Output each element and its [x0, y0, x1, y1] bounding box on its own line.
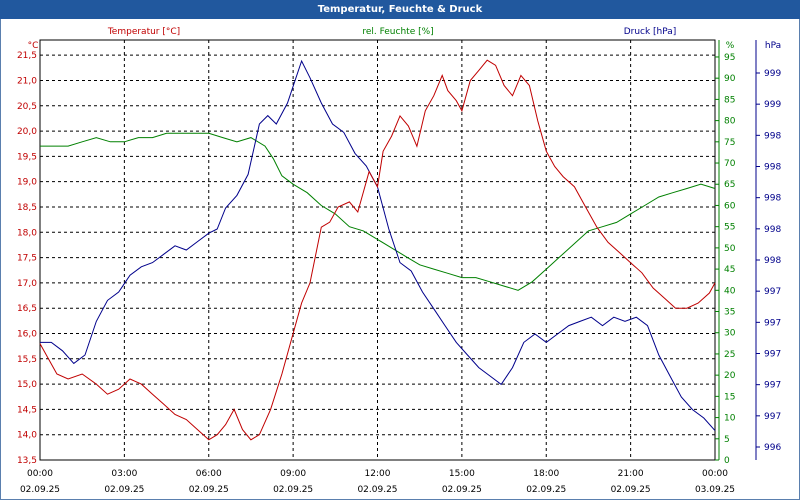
humidity-line	[40, 132, 716, 291]
pressure-tick-label: 997	[764, 350, 781, 360]
humidity-tick-label: 75	[724, 138, 735, 148]
temperature-tick-label: 13,5	[17, 456, 37, 466]
humidity-tick-label: 30	[724, 329, 736, 339]
humidity-tick-label: 10	[724, 414, 736, 424]
temperature-tick-label: 15,5	[17, 355, 37, 365]
temperature-tick-label: 18,0	[17, 228, 37, 238]
pressure-tick-label: 998	[764, 225, 781, 235]
temperature-tick-label: 18,5	[17, 203, 37, 213]
pressure-legend-label: Druck [hPa]	[624, 27, 677, 37]
temperature-tick-label: 20,0	[17, 127, 37, 137]
temperature-tick-label: 14,0	[17, 431, 37, 441]
x-tick-date: 02.09.25	[442, 485, 482, 495]
x-tick-time: 03:00	[111, 469, 137, 479]
humidity-tick-label: 45	[724, 265, 735, 275]
x-tick-date: 03.09.25	[695, 485, 735, 495]
temperature-tick-label: 16,5	[17, 304, 37, 314]
x-tick-time: 09:00	[280, 469, 306, 479]
temperature-tick-label: 17,5	[17, 254, 37, 264]
pressure-tick-label: 997	[764, 287, 781, 297]
x-tick-date: 02.09.25	[20, 485, 60, 495]
temperature-tick-label: 14,5	[17, 405, 37, 415]
x-tick-time: 06:00	[196, 469, 222, 479]
humidity-tick-label: 5	[724, 435, 730, 445]
x-tick-time: 18:00	[533, 469, 559, 479]
pressure-unit-label: hPa	[765, 41, 781, 51]
x-tick-time: 00:00	[702, 469, 728, 479]
series-lines	[39, 59, 716, 441]
temperature-tick-label: 15,0	[17, 380, 37, 390]
pressure-tick-label: 996	[764, 443, 781, 453]
temperature-tick-label: 19,5	[17, 152, 37, 162]
humidity-tick-label: 50	[724, 244, 736, 254]
x-tick-time: 12:00	[365, 469, 391, 479]
temperature-tick-label: 21,5	[17, 51, 37, 61]
temperature-tick-label: 21,0	[17, 76, 37, 86]
humidity-tick-label: 90	[724, 74, 736, 84]
temperature-legend-label: Temperatur [°C]	[107, 27, 180, 37]
humidity-tick-label: 0	[724, 456, 730, 466]
x-tick-date: 02.09.25	[273, 485, 313, 495]
x-tick-time: 15:00	[449, 469, 475, 479]
humidity-tick-label: 60	[724, 201, 736, 211]
temperature-unit-label: °C	[28, 41, 39, 51]
humidity-tick-label: 80	[724, 117, 736, 127]
pressure-tick-label: 999	[764, 100, 781, 110]
humidity-tick-label: 40	[724, 286, 736, 296]
humidity-tick-label: 25	[724, 350, 735, 360]
humidity-unit-label: %	[726, 41, 735, 51]
pressure-tick-label: 997	[764, 381, 781, 391]
humidity-tick-label: 35	[724, 308, 735, 318]
temperature-tick-label: 19,0	[17, 178, 37, 188]
temperature-tick-label: 17,0	[17, 279, 37, 289]
humidity-tick-label: 95	[724, 53, 735, 63]
pressure-tick-label: 999	[764, 69, 781, 79]
humidity-tick-label: 85	[724, 95, 735, 105]
humidity-tick-label: 55	[724, 223, 735, 233]
temperature-line	[39, 59, 716, 441]
humidity-tick-label: 15	[724, 392, 735, 402]
pressure-tick-label: 998	[764, 131, 781, 141]
pressure-tick-label: 997	[764, 412, 781, 422]
humidity-tick-label: 65	[724, 180, 735, 190]
temperature-tick-label: 16,0	[17, 329, 37, 339]
humidity-legend-label: rel. Feuchte [%]	[362, 27, 433, 37]
x-tick-date: 02.09.25	[611, 485, 651, 495]
x-tick-time: 00:00	[27, 469, 53, 479]
humidity-tick-label: 70	[724, 159, 736, 169]
x-tick-time: 21:00	[618, 469, 644, 479]
x-tick-date: 02.09.25	[357, 485, 397, 495]
x-tick-date: 02.09.25	[104, 485, 144, 495]
axis-labels: 00:00 02.09.25 03:00 02.09.25 06:00 02.09.25 0…	[17, 40, 781, 495]
chart-title-bar: Temperatur, Feuchte & Druck	[0, 0, 800, 19]
humidity-tick-label: 20	[724, 371, 736, 381]
x-tick-date: 02.09.25	[526, 485, 566, 495]
temperature-tick-label: 20,5	[17, 102, 37, 112]
pressure-tick-label: 998	[764, 194, 781, 204]
pressure-tick-label: 997	[764, 318, 781, 328]
pressure-tick-label: 998	[764, 163, 781, 173]
grid-lines	[40, 40, 715, 460]
pressure-tick-label: 998	[764, 256, 781, 266]
x-tick-date: 02.09.25	[189, 485, 229, 495]
